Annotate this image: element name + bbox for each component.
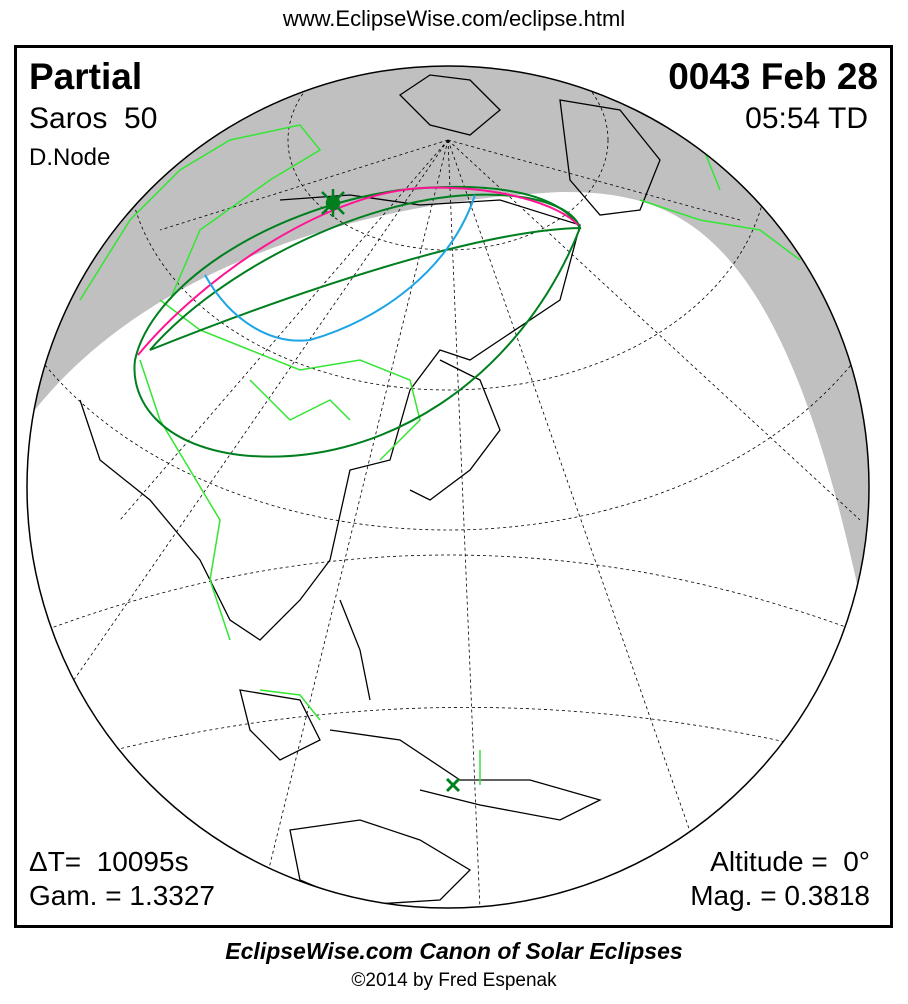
delta-t: ΔT= 10095s (29, 846, 189, 877)
night-region (27, 66, 869, 700)
map-frame (14, 45, 893, 928)
globe-outline (26, 65, 870, 909)
eclipse-date: 0043 Feb 28 (668, 56, 878, 97)
maximum-eclipse-line (137, 186, 579, 356)
sunrise-sunset-curve (204, 194, 476, 342)
saros-number: Saros 50 (29, 102, 158, 135)
source-url: www.EclipseWise.com/eclipse.html (282, 6, 626, 31)
coastlines (79, 74, 661, 906)
penumbral-limit-inner (149, 193, 582, 351)
political-borders (79, 124, 801, 785)
node-label: D.Node (29, 144, 111, 171)
canon-title: EclipseWise.com Canon of Solar Eclipses (225, 938, 683, 964)
altitude: Altitude = 0° (710, 846, 870, 877)
gamma: Gam. = 1.3327 (29, 880, 216, 911)
eclipse-time: 05:54 TD (745, 102, 868, 135)
copyright: ©2014 by Fred Espenak (351, 970, 557, 991)
eclipse-curves (133, 185, 582, 458)
eclipse-type: Partial (29, 56, 143, 97)
subsolar-x-marker-icon (445, 777, 461, 793)
magnitude: Mag. = 0.3818 (690, 880, 870, 911)
greatest-eclipse-star-marker-icon (321, 189, 345, 217)
